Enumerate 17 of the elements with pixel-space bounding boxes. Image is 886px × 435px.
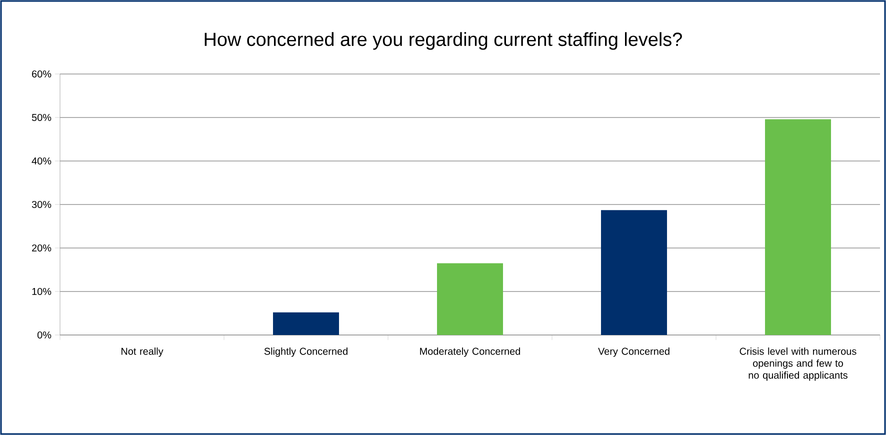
- y-tick-label: 20%: [32, 244, 52, 252]
- bar: [273, 312, 340, 335]
- x-tick-label: Very Concerned: [598, 348, 670, 357]
- bar: [437, 263, 504, 335]
- chart-title: How concerned are you regarding current staffing levels?: [204, 32, 682, 50]
- y-tick-label: 60%: [32, 70, 52, 78]
- y-tick-label: 40%: [32, 157, 52, 165]
- x-tick-label: Crisis level with numerous openings and few to no qualified applicants: [740, 348, 856, 381]
- bar: [765, 119, 832, 335]
- y-tick-label: 0%: [37, 331, 52, 339]
- y-tick-label: 10%: [32, 288, 52, 296]
- x-tick-label: Slightly Concerned: [264, 348, 348, 357]
- y-tick-label: 50%: [32, 114, 52, 122]
- x-tick-label: Not really: [122, 348, 164, 357]
- y-tick-label: 30%: [32, 200, 52, 208]
- x-tick-label: Moderately Concerned: [420, 348, 520, 357]
- bar: [601, 210, 668, 335]
